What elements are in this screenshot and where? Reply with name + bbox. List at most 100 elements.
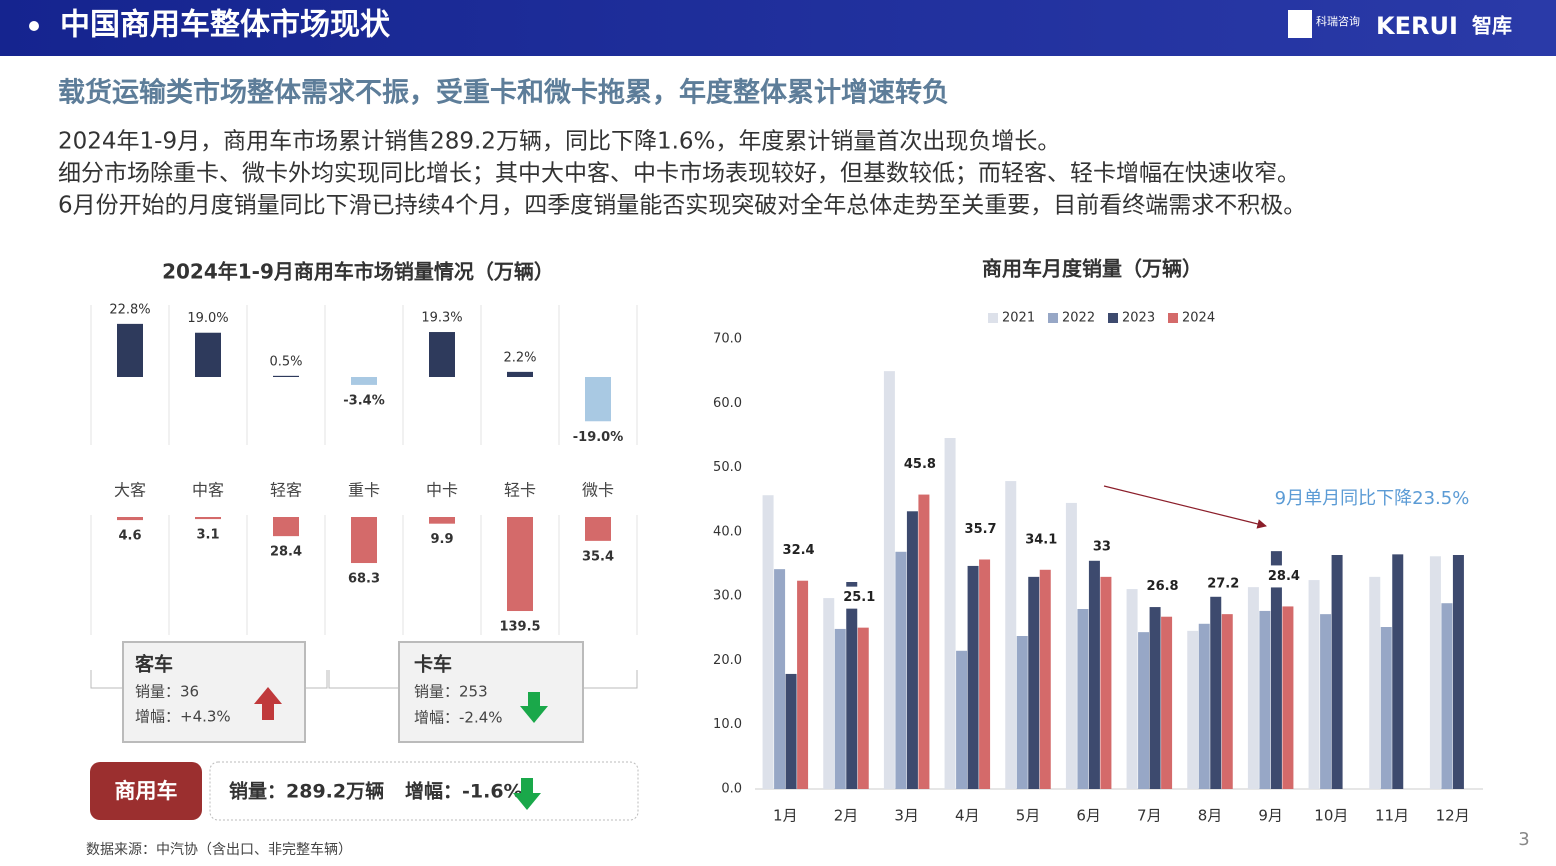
bar bbox=[895, 551, 907, 789]
bar bbox=[979, 559, 991, 789]
bar bbox=[507, 371, 533, 377]
data-label: 0.5% bbox=[269, 354, 302, 369]
bar bbox=[1221, 614, 1233, 789]
bar bbox=[1452, 555, 1464, 789]
label-bg bbox=[1023, 528, 1060, 551]
y-tick-label: 70.0 bbox=[713, 332, 742, 347]
bar bbox=[1077, 609, 1089, 789]
bar bbox=[1331, 555, 1343, 789]
logo-cn: 科瑞咨询 bbox=[1316, 14, 1360, 28]
bar bbox=[1380, 627, 1392, 789]
bus-box bbox=[122, 641, 306, 743]
paragraph: 6月份开始的月度销量同比下滑已持续4个月，四季度销量能否实现突破对全年总体走势至… bbox=[58, 193, 1306, 219]
bar bbox=[429, 517, 455, 524]
bar bbox=[906, 511, 918, 789]
label-bg bbox=[962, 518, 999, 541]
data-label: 26.8 bbox=[1147, 579, 1179, 594]
y-tick-label: 60.0 bbox=[713, 396, 742, 411]
label-bg bbox=[1144, 575, 1181, 598]
bar bbox=[1210, 596, 1222, 789]
legend-swatch bbox=[1108, 313, 1118, 323]
truck-growth: 增幅：-2.4% bbox=[414, 709, 503, 727]
data-label: 3.1 bbox=[196, 528, 219, 543]
legend-label: 2021 bbox=[1002, 311, 1035, 326]
bar bbox=[507, 517, 533, 612]
bar bbox=[1198, 623, 1210, 789]
data-label: 28.4 bbox=[1268, 569, 1300, 584]
total-box bbox=[209, 761, 639, 821]
y-tick-label: 40.0 bbox=[713, 524, 742, 539]
bar bbox=[1392, 554, 1404, 789]
source: 数据来源：中汽协（含出口、非完整车辆） bbox=[86, 841, 352, 858]
label-bg bbox=[780, 539, 817, 562]
label-bg bbox=[901, 453, 938, 476]
bar bbox=[834, 628, 846, 789]
chart-title: 2024年1-9月商用车市场销量情况（万辆） bbox=[162, 260, 554, 284]
truck-box bbox=[398, 641, 584, 743]
x-tick-label: 9月 bbox=[1258, 807, 1283, 825]
logo-en: KERUI bbox=[1376, 12, 1458, 40]
total-name: 商用车 bbox=[115, 779, 178, 803]
category-label: 中卡 bbox=[426, 481, 458, 500]
label-bg bbox=[1205, 573, 1242, 596]
bar bbox=[1065, 502, 1077, 789]
bar bbox=[585, 377, 611, 422]
data-label: 32.4 bbox=[783, 543, 815, 558]
x-tick-label: 10月 bbox=[1314, 807, 1348, 825]
x-tick-label: 2月 bbox=[834, 807, 859, 825]
data-label: 9.9 bbox=[430, 532, 453, 547]
label-bg bbox=[841, 586, 878, 609]
bar bbox=[1138, 632, 1150, 789]
data-label: 45.8 bbox=[904, 457, 936, 472]
bar bbox=[1161, 616, 1173, 789]
bar bbox=[195, 332, 221, 377]
category-label: 大客 bbox=[114, 481, 146, 500]
bar bbox=[195, 517, 221, 520]
bar bbox=[1149, 607, 1161, 789]
data-label: 19.0% bbox=[187, 311, 228, 326]
data-label: 68.3 bbox=[348, 572, 380, 587]
bar bbox=[762, 495, 774, 789]
category-label: 中客 bbox=[192, 481, 224, 500]
bar bbox=[944, 438, 956, 789]
bar bbox=[1039, 569, 1051, 789]
bar bbox=[585, 517, 611, 541]
bar bbox=[351, 377, 377, 385]
y-tick-label: 10.0 bbox=[713, 717, 742, 732]
bar bbox=[1088, 560, 1100, 789]
bar bbox=[117, 517, 143, 521]
legend-label: 2022 bbox=[1062, 311, 1095, 326]
bar bbox=[1259, 610, 1271, 789]
bar bbox=[1320, 614, 1332, 789]
data-label: -3.4% bbox=[343, 393, 384, 408]
data-label: 28.4 bbox=[270, 545, 302, 560]
y-tick-label: 0.0 bbox=[721, 782, 742, 797]
x-tick-label: 1月 bbox=[773, 807, 798, 825]
legend-swatch bbox=[988, 313, 998, 323]
bus-name: 客车 bbox=[135, 653, 173, 676]
x-tick-label: 11月 bbox=[1375, 807, 1409, 825]
bar bbox=[774, 569, 786, 789]
category-label: 微卡 bbox=[582, 481, 614, 500]
bar bbox=[797, 580, 809, 789]
bar bbox=[429, 332, 455, 377]
data-label: 4.6 bbox=[118, 529, 141, 544]
bar bbox=[1005, 481, 1017, 789]
bar bbox=[351, 517, 377, 564]
bar bbox=[857, 627, 869, 789]
y-tick-label: 20.0 bbox=[713, 653, 742, 668]
annotation: 9月单月同比下降23.5% bbox=[1275, 488, 1470, 509]
down-arrow bbox=[520, 692, 548, 723]
y-tick-label: 30.0 bbox=[713, 589, 742, 604]
x-tick-label: 4月 bbox=[955, 807, 980, 825]
total-badge bbox=[90, 762, 202, 820]
bar bbox=[273, 375, 299, 377]
data-label: 35.7 bbox=[965, 522, 997, 537]
x-tick-label: 7月 bbox=[1137, 807, 1162, 825]
data-label: 139.5 bbox=[499, 620, 540, 635]
label-bg bbox=[1265, 565, 1302, 588]
data-label: 22.8% bbox=[109, 302, 150, 317]
page-number: 3 bbox=[1518, 829, 1529, 850]
data-label: 34.1 bbox=[1025, 532, 1057, 547]
